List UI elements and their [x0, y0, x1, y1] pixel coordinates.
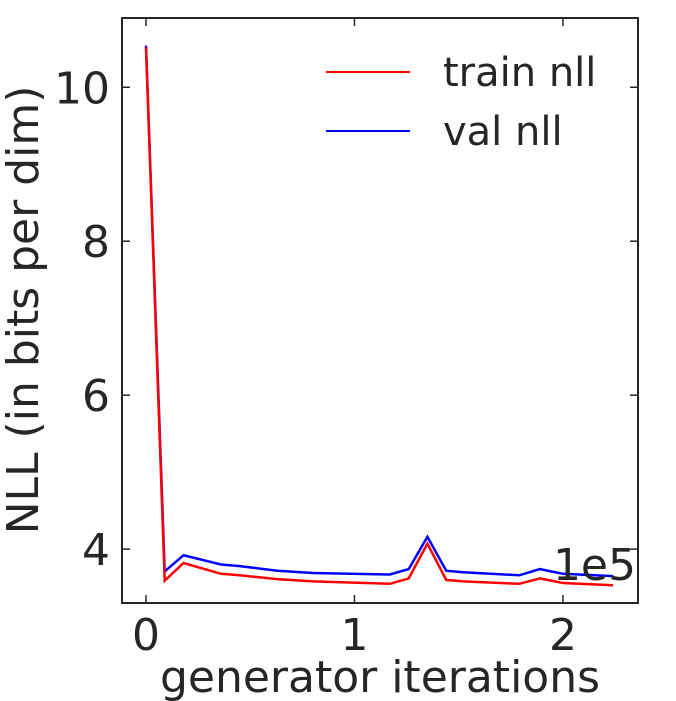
x-offset-label: 1e5 [553, 540, 636, 591]
legend-val-label: val nll [443, 109, 563, 155]
x-axis-ticks: 0 1 2 [132, 18, 577, 661]
x-tick-label: 1 [340, 610, 368, 661]
plot-area: 0 1 2 4 6 8 10 [54, 17, 639, 661]
y-tick-label: 10 [54, 63, 110, 114]
y-axis-title: NLL (in bits per dim) [0, 86, 49, 535]
legend-train-label: train nll [443, 50, 596, 96]
x-tick-label: 0 [132, 610, 160, 661]
legend: train nll val nll [326, 50, 596, 155]
y-tick-label: 8 [82, 217, 110, 268]
axes-frame [121, 17, 639, 604]
val-nll-line [144, 45, 614, 578]
x-axis-title: generator iterations [160, 652, 600, 701]
x-tick-label: 2 [549, 610, 577, 661]
series-layer [144, 45, 614, 587]
y-tick-label: 6 [82, 371, 110, 422]
y-axis-ticks: 4 6 8 10 [54, 63, 638, 576]
y-tick-label: 4 [82, 525, 110, 576]
train-nll-line [144, 47, 614, 587]
